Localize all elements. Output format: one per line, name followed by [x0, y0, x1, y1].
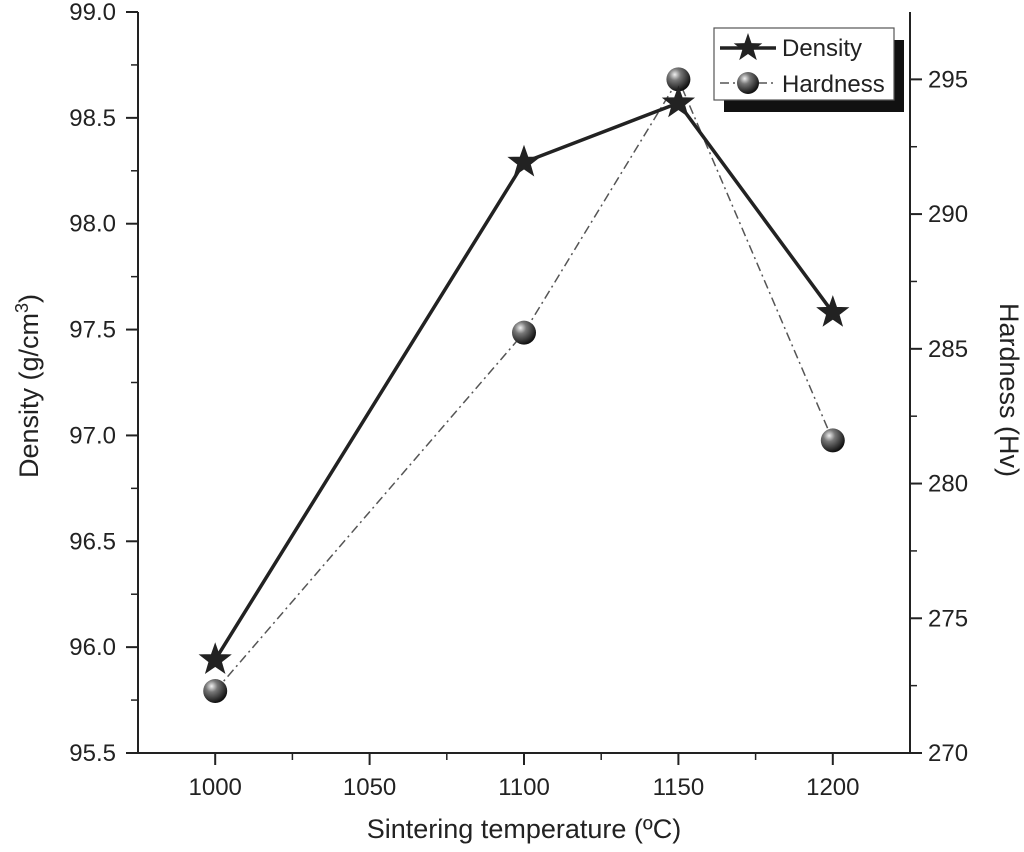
y-left-tick-label: 95.5	[69, 740, 116, 767]
y-left-title-sup: 3	[12, 303, 32, 313]
hardness-point	[203, 679, 228, 704]
density-point	[198, 642, 232, 675]
legend-star-shape	[733, 33, 763, 61]
hardness-point	[820, 428, 845, 453]
y-right-tick-label: 290	[928, 201, 968, 228]
y-left-tick-label: 97.5	[69, 317, 116, 344]
y-right-axis-title: Hardness (Hv)	[994, 303, 1024, 477]
y-left-axis-title: Density (g/cm3)	[12, 294, 44, 478]
plot-frame	[137, 12, 911, 754]
density-point	[507, 144, 541, 177]
x-ticks: 1000 1050 1100 1150 1200	[189, 753, 859, 801]
x-tick-label: 1000	[189, 774, 242, 801]
y-right-ticks: 270 275 280 285 290 295	[910, 66, 968, 767]
hardness-point	[666, 67, 691, 92]
y-left-tick-label: 98.0	[69, 211, 116, 238]
y-left-title-tail: )	[14, 294, 44, 303]
density-point	[816, 295, 850, 327]
y-left-title-main: Density (g/cm	[14, 313, 44, 478]
series-layer	[198, 67, 850, 704]
hardness-point	[512, 320, 536, 345]
legend-marker-density	[733, 33, 763, 61]
legend-marker-hardness	[737, 72, 759, 94]
density-point	[661, 85, 696, 118]
legend-label-hardness: Hardness	[782, 71, 885, 98]
y-left-tick-label: 99.0	[69, 0, 116, 26]
x-axis-title: Sintering temperature (ºC)	[367, 814, 681, 844]
y-right-tick-label: 280	[928, 471, 968, 498]
y-right-tick-label: 275	[928, 605, 968, 632]
series-line-density	[213, 100, 835, 661]
y-right-tick-label: 285	[928, 336, 968, 363]
legend: Density Hardness	[713, 27, 904, 112]
y-left-ticks: 95.5 96.0 96.5 97.0 97.5 98.0 98.5 99.0	[69, 0, 138, 767]
series-line-hardness	[214, 77, 834, 692]
y-left-tick-label: 96.0	[69, 634, 116, 661]
y-right-tick-label: 295	[928, 66, 968, 93]
y-left-tick-label: 97.0	[69, 422, 116, 449]
x-tick-label: 1100	[498, 774, 550, 801]
legend-label-density: Density	[782, 35, 862, 62]
y-right-tick-label: 270	[928, 740, 968, 767]
x-tick-label: 1200	[806, 774, 859, 801]
y-left-tick-label: 96.5	[69, 528, 116, 555]
x-tick-label: 1150	[653, 774, 705, 801]
y-left-tick-label: 98.5	[69, 105, 116, 132]
x-tick-label: 1050	[343, 774, 396, 801]
